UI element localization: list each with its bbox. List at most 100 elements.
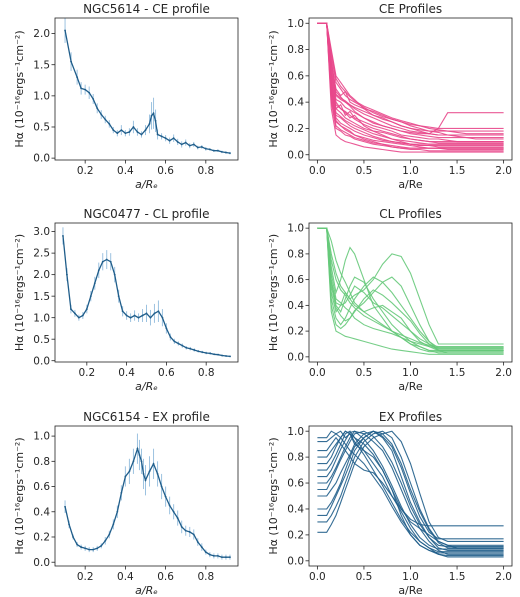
y-tick-label: 2.0 [33,269,50,281]
data-point [149,316,152,319]
y-tick-label: 0.5 [33,122,50,134]
y-tick-label: 1.0 [287,18,304,30]
data-point [76,543,79,546]
y-tick-label: 0.6 [287,274,304,286]
profile-line-8 [317,22,504,152]
y-tick-label: 0.2 [287,326,304,338]
data-point [216,555,219,557]
y-tick-label: 0.4 [287,300,304,312]
data-point [193,349,196,351]
data-point [229,355,231,358]
x-tick-label: 1.5 [449,367,466,379]
y-tick-label: 0.2 [33,532,50,544]
y-tick-label: 0.6 [33,481,50,493]
data-point [113,273,116,276]
panel-ngc5614: 0.2 0.4 0.6 0.8 0.0 0.5 1.0 1.5 2.0 NGC5614 - CE … [13,2,239,191]
y-tick-label: 0.0 [33,153,50,165]
data-point [156,133,159,136]
profile-line-15 [317,22,504,144]
panel-ce-profiles: 0.0 0.5 1.0 1.5 2.0 0.0 0.2 0.4 0.6 0.8 1.0 CE Prof… [267,2,513,191]
x-tick-label: 2.0 [495,571,512,583]
data-point [181,344,184,347]
data-point [205,352,208,354]
data-point [176,517,179,519]
data-point [120,129,123,132]
y-tick-label: 0.8 [287,452,304,464]
x-axis-label: a/Re [398,584,423,597]
data-point [172,137,175,140]
data-point [117,295,120,298]
y-tick-label: 1.5 [33,291,50,303]
profile-line-3 [317,430,504,555]
data-point [96,547,99,550]
data-point [108,122,111,125]
data-point [177,342,180,345]
plot-area [64,18,231,155]
data-point [84,88,87,91]
data-point [104,539,107,542]
data-point [96,107,99,110]
y-tick-label: 0.0 [287,351,304,363]
data-point [121,310,124,313]
data-point [168,139,171,142]
data-point [142,473,145,475]
data-point [201,351,204,354]
y-tick-label: 0.8 [33,456,50,468]
data-point [66,273,68,276]
data-point [145,312,148,315]
data-point [141,314,144,317]
x-tick-label: 0.6 [158,367,175,379]
y-tick-label: 2.5 [33,248,50,260]
data-point [129,316,132,319]
data-point [133,314,136,317]
data-point [108,533,111,536]
data-point [81,314,84,317]
y-tick-label: 1.0 [287,223,304,235]
data-point [132,460,135,463]
data-point [184,141,187,144]
y-tick-label: 1.0 [287,426,304,438]
data-point [80,546,83,548]
data-point [72,536,74,538]
profile-line-8 [317,227,504,349]
y-tick-label: 0.5 [33,334,50,346]
data-point [160,135,163,138]
data-point [213,353,216,356]
data-point [208,148,211,151]
data-point [225,151,227,154]
chart-title: CE Profiles [379,2,442,16]
data-point [225,556,227,559]
panel-cl-profiles: 0.0 0.5 1.0 1.5 2.0 0.0 0.2 0.4 0.6 0.8 1.0 CL Prof… [267,207,513,393]
data-point [200,146,203,148]
data-point [88,91,91,94]
y-axis-label: Hα (10⁻¹⁶ergs⁻¹cm⁻²) [267,437,280,554]
data-point [112,129,115,132]
y-tick-label: 0.6 [287,70,304,82]
data-point [80,87,83,90]
x-axis-label: a/Rₑ [135,380,158,393]
x-axis-label: a/Rₑ [135,584,158,597]
data-point [185,346,188,349]
x-axis-label: a/Re [398,380,423,393]
x-tick-label: 0.4 [118,367,135,379]
profile-line-12 [317,22,504,132]
y-tick-label: 0.2 [287,529,304,541]
data-point [148,470,151,473]
profile-line-13 [317,430,504,540]
profile-line-11 [317,22,504,147]
profile-line-14 [317,430,504,550]
data-point [157,310,160,313]
data-point [229,556,231,559]
data-point [209,352,212,355]
data-point [112,523,115,526]
data-point [100,113,103,116]
data-point [144,479,147,482]
x-tick-label: 1.5 [449,571,466,583]
plot-area [317,22,504,153]
data-point [132,126,135,128]
data-point [70,308,72,310]
plot-area [64,433,231,560]
data-point [152,462,155,465]
x-tick-label: 1.5 [449,165,466,177]
data-point [188,144,191,147]
